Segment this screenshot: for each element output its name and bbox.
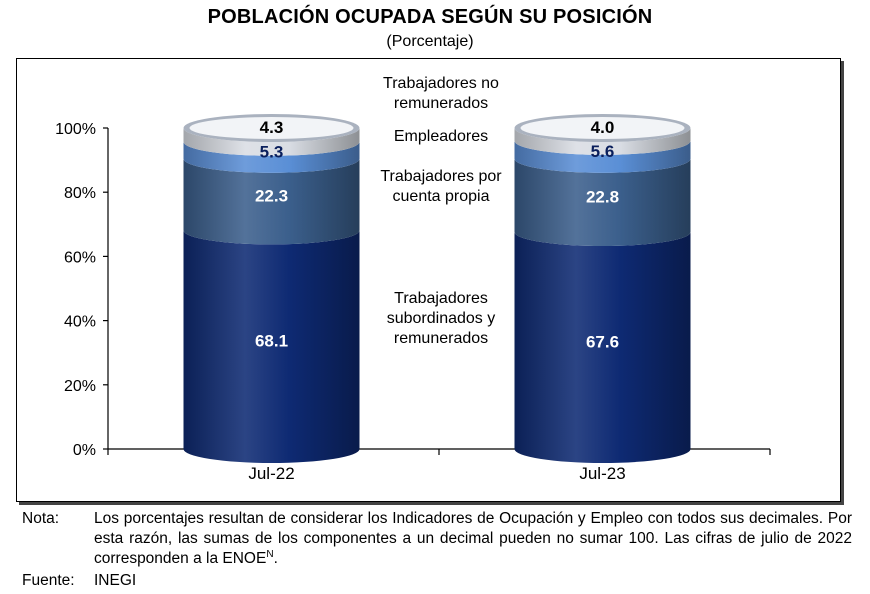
data-label: 67.6 [586,333,619,352]
cylinder-top-highlight [520,117,685,139]
source-row: Fuente: INEGI [22,571,852,591]
cylinder-top-highlight [189,117,354,139]
x-tick-label: Jul-22 [248,464,294,483]
bar-segment [183,230,360,464]
note-text: Los porcentajes resultan de considerar l… [94,509,852,569]
chart-title-text: POBLACIÓN OCUPADA SEGÚN SU POSICIÓN [207,6,653,28]
series-label: Empleadores [394,128,488,145]
note-superscript: N [266,548,274,560]
data-label: 5.6 [591,142,615,161]
chart-subtitle: (Porcentaje) [386,33,474,50]
note-body: Los porcentajes resultan de considerar l… [94,510,852,567]
bar-segment [183,141,360,173]
y-tick-label: 60% [64,249,96,266]
source-label: Fuente: [22,572,75,589]
bar-segment [514,232,691,464]
note-end: . [273,550,278,567]
bar-segment [183,128,360,156]
y-tick-label: 100% [55,121,96,138]
y-tick-label: 0% [73,442,96,459]
chart-frame [16,58,841,502]
series-label: subordinados y [387,310,496,327]
series-label: Trabajadores por [380,168,502,185]
series-label: remunerados [394,95,488,112]
data-label: 5.3 [260,142,284,161]
data-label: 22.8 [586,187,619,206]
series-label: remunerados [394,330,488,347]
y-tick-label: 80% [64,185,96,202]
y-tick-label: 40% [64,314,96,331]
note-label: Nota: [22,510,60,527]
notes-block: Nota: Los porcentajes resultan de consid… [22,509,852,591]
series-label: cuenta propia [393,188,490,205]
bar-segment [183,158,360,245]
chart-title: POBLACIÓN OCUPADA SEGÚN SU POSICIÓN [0,6,860,29]
note-row: Nota: Los porcentajes resultan de consid… [22,509,852,569]
data-label: 68.1 [255,332,288,351]
y-tick-label: 20% [64,378,96,395]
data-label: 4.0 [591,118,615,137]
data-label: 22.3 [255,187,288,206]
series-label: Trabajadores no [383,75,499,92]
bar-segment [514,158,691,247]
x-tick-label: Jul-23 [579,464,625,483]
series-label: Trabajadores [394,290,488,307]
bar-segment [514,140,691,173]
bar-segment [514,128,691,155]
source-text: INEGI [94,572,137,589]
data-label: 4.3 [260,118,284,137]
